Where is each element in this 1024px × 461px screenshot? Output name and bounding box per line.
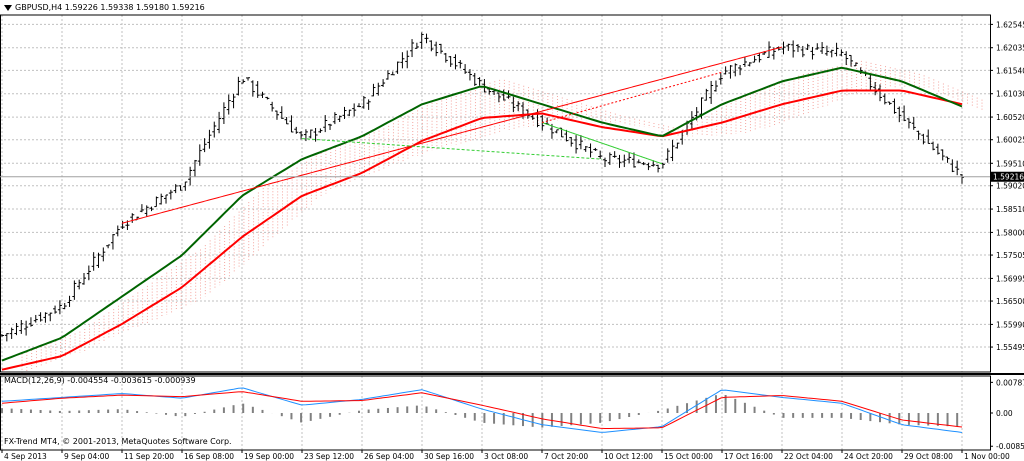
y-tick-label: 1.59020 [996, 182, 1024, 191]
y-tick-label: 1.55990 [996, 320, 1024, 329]
price-bars [0, 32, 964, 342]
x-tick-label: 26 Sep 04:00 [364, 452, 414, 461]
ichimoku-cloud [21, 60, 983, 375]
x-tick-label: 15 Oct 00:00 [664, 452, 713, 461]
y-tick-label: 1.62545 [996, 20, 1024, 29]
x-tick-label: 30 Sep 16:00 [424, 452, 474, 461]
x-tick-label: 10 Oct 12:00 [604, 452, 653, 461]
macd-signal-line [1, 391, 963, 429]
x-tick-label: 7 Oct 20:00 [544, 452, 588, 461]
x-tick-label: 22 Oct 04:00 [784, 452, 833, 461]
macd-y-tick-label: -0.008535 [996, 442, 1024, 451]
axes: 1.62545 1.62035 1.61540 1.61030 1.60520 1.600… [0, 14, 1024, 461]
trend-line [541, 71, 723, 124]
x-tick-label: 23 Sep 12:00 [304, 452, 354, 461]
watermark-text: FX-Trend MT4, © 2001-2013, MetaQuotes So… [4, 437, 232, 446]
y-tick-label: 1.61030 [996, 90, 1024, 99]
price-panel-frame [0, 14, 991, 373]
y-tick-label: 1.60520 [996, 113, 1024, 122]
x-tick-label: 9 Sep 04:00 [64, 452, 110, 461]
trend-line [541, 122, 663, 165]
y-tick-label: 1.60025 [996, 136, 1024, 145]
macd-header: MACD(12,26,9) -0.004554 -0.003615 -0.000… [4, 376, 196, 385]
trend-line [301, 138, 603, 160]
macd-panel [1, 387, 963, 433]
y-tick-label: 1.56500 [996, 297, 1024, 306]
symbol-header: GBPUSD,H4 1.59226 1.59338 1.59180 1.5921… [4, 3, 205, 12]
y-tick-label: 1.56995 [996, 274, 1024, 283]
symbol-ohlc-text: GBPUSD,H4 1.59226 1.59338 1.59180 1.5921… [15, 3, 205, 12]
trend-lines [121, 46, 783, 224]
trend-line [121, 46, 783, 224]
y-tick-label: 1.59510 [996, 159, 1024, 168]
x-tick-label: 17 Oct 16:00 [724, 452, 773, 461]
x-tick-label: 11 Sep 20:00 [124, 452, 174, 461]
y-tick-label: 1.58510 [996, 205, 1024, 214]
x-tick-label: 1 Nov 00:00 [964, 452, 1010, 461]
dropdown-triangle-icon[interactable] [4, 4, 12, 11]
x-tick-label: 16 Sep 08:00 [184, 452, 234, 461]
x-tick-label: 4 Sep 2013 [4, 452, 47, 461]
x-tick-label: 3 Oct 08:00 [484, 452, 528, 461]
grid [0, 15, 990, 450]
macd-y-tick-label: 0.00 [996, 409, 1013, 418]
current-price-box [991, 171, 1024, 182]
x-tick-label: 24 Oct 20:00 [844, 452, 893, 461]
x-tick-label: 29 Oct 08:00 [904, 452, 953, 461]
y-tick-label: 1.62035 [996, 44, 1024, 53]
current-price-label: 1.59216 [993, 173, 1024, 182]
y-tick-label: 1.55495 [996, 343, 1024, 352]
ema-slow-line [1, 89, 963, 371]
y-tick-label: 1.61540 [996, 66, 1024, 75]
x-tick-label: 19 Sep 00:00 [244, 452, 294, 461]
y-tick-label: 1.57505 [996, 251, 1024, 260]
macd-fast-line [1, 387, 963, 433]
y-tick-label: 1.58000 [996, 228, 1024, 237]
ema-fast-line [1, 66, 963, 362]
moving-averages [1, 66, 963, 371]
macd-y-tick-label: 0.007871 [996, 378, 1024, 387]
